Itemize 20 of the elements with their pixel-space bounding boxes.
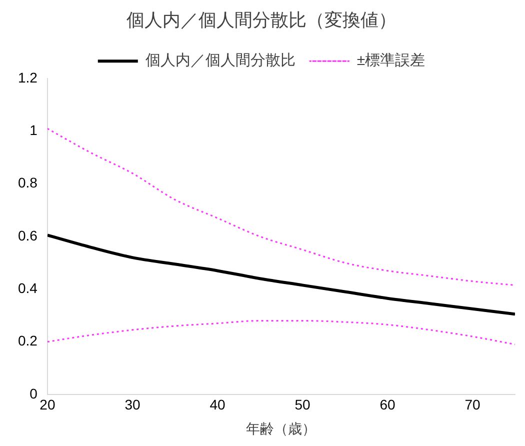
y-tick-label: 1 xyxy=(30,122,38,138)
y-tick-label: 0.2 xyxy=(18,332,38,349)
x-tick-label: 30 xyxy=(124,396,140,413)
y-tick-label: 1.2 xyxy=(18,69,38,86)
x-tick-label: 60 xyxy=(380,396,396,413)
line-series xyxy=(47,128,515,286)
x-tick-label: 50 xyxy=(294,396,310,413)
legend-label: ±標準誤差 xyxy=(356,52,426,70)
x-tick-label: 20 xyxy=(40,396,56,413)
legend-label: 個人内／個人間分散比 xyxy=(145,52,296,70)
y-tick-label: 0.6 xyxy=(18,227,38,244)
x-tick-label: 70 xyxy=(464,396,480,413)
x-tick-label: 40 xyxy=(210,396,226,413)
chart-title: 個人内／個人間分散比（変換値） xyxy=(126,10,396,30)
line-series xyxy=(47,320,515,346)
y-tick-label: 0.4 xyxy=(18,280,38,296)
line-series xyxy=(47,234,515,316)
y-tick-label: 0 xyxy=(30,385,38,402)
x-axis-title: 年齢（歳） xyxy=(246,420,316,436)
y-tick-label: 0.8 xyxy=(18,174,38,191)
